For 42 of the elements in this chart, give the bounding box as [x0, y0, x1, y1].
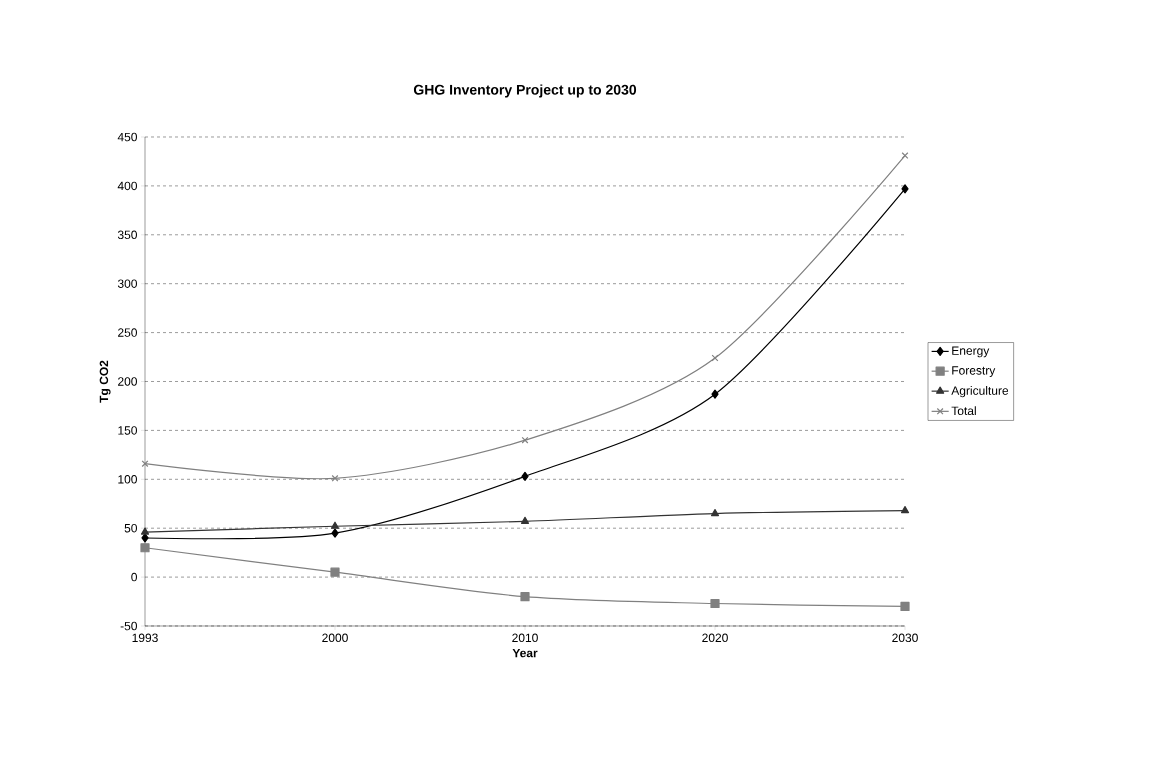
point: [900, 506, 910, 514]
y-tick-label: 250: [118, 328, 137, 337]
point: [520, 516, 530, 524]
y-tick-label: 150: [118, 426, 137, 435]
y-tick-label: 300: [117, 279, 137, 288]
y-tick-label: 450: [117, 132, 137, 142]
y-tick-label: 100: [118, 475, 137, 484]
y-tick-label: 400: [117, 181, 137, 191]
point: [520, 592, 530, 602]
chart-title: GHG Inventory Project up to 2030: [413, 84, 637, 98]
legend-label: Forestry: [952, 366, 996, 378]
x-tick-label: 1993: [132, 633, 158, 643]
point: [710, 598, 720, 609]
y-tick-label: 0: [131, 572, 137, 582]
legend-label: Agriculture: [951, 386, 1009, 398]
point: [901, 184, 909, 194]
y-tick-label: 200: [118, 377, 137, 386]
x-tick-label: 2010: [512, 633, 538, 643]
legend-label: Total: [951, 406, 976, 416]
point: [521, 436, 529, 444]
point: [330, 521, 340, 529]
point: [141, 533, 149, 543]
point: [140, 543, 150, 553]
y-tick-label: 350: [117, 230, 137, 240]
point: [141, 460, 149, 468]
point: [331, 474, 339, 482]
x-tick-label: 2030: [892, 633, 918, 643]
y-tick-label: -50: [120, 621, 137, 631]
legend-label: Energy: [952, 346, 990, 358]
point: [330, 567, 340, 577]
point: [331, 528, 339, 538]
point: [900, 601, 910, 612]
y-axis-title: Tg CO2: [99, 360, 111, 403]
point: [710, 508, 720, 517]
point: [140, 527, 150, 535]
y-tick-label: 50: [124, 523, 137, 533]
x-tick-label: 2000: [322, 633, 348, 643]
point: [901, 152, 909, 159]
point: [711, 389, 719, 399]
point: [521, 471, 529, 481]
x-axis-title: Year: [512, 648, 538, 658]
x-tick-label: 2020: [702, 633, 728, 643]
